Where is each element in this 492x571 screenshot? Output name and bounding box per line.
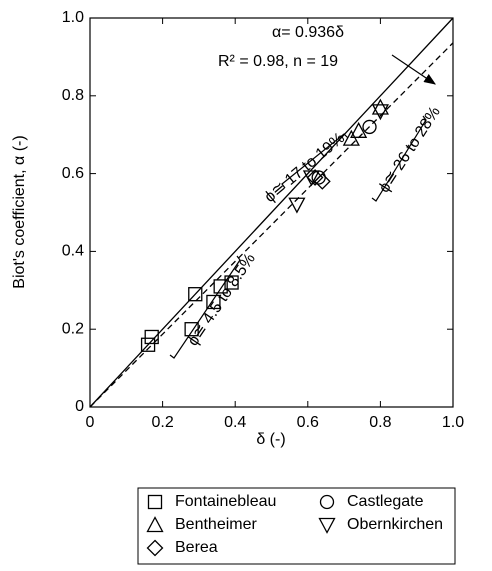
x-tick-label: 0.4 bbox=[224, 414, 246, 431]
x-tick-label: 0.2 bbox=[151, 414, 173, 431]
x-tick-label: 1.0 bbox=[442, 414, 464, 431]
x-tick-label: 0 bbox=[86, 414, 95, 431]
legend-marker bbox=[319, 494, 335, 510]
annotation: ϕ≅ 17 to 19% bbox=[261, 129, 348, 206]
point bbox=[288, 197, 306, 214]
y-tick-label: 1.0 bbox=[62, 9, 84, 26]
legend-label: Obernkirchen bbox=[347, 516, 443, 533]
bracket bbox=[169, 255, 241, 359]
x-axis-label: δ (-) bbox=[256, 431, 285, 448]
x-tick-label: 0.6 bbox=[297, 414, 319, 431]
point bbox=[213, 279, 228, 294]
y-tick-label: 0.6 bbox=[62, 165, 84, 182]
y-axis-label: Biot's coefficient, α (-) bbox=[11, 135, 28, 288]
bracket bbox=[371, 115, 427, 202]
annotation: α= 0.936δ bbox=[272, 24, 344, 41]
legend-marker bbox=[146, 516, 164, 533]
point bbox=[342, 129, 360, 146]
legend-marker bbox=[147, 494, 163, 510]
point bbox=[206, 294, 221, 310]
y-tick-label: 0 bbox=[75, 398, 84, 415]
point bbox=[184, 322, 199, 337]
point bbox=[313, 172, 331, 190]
bracket bbox=[281, 133, 349, 189]
annotation-arrow bbox=[391, 54, 436, 85]
identity-line bbox=[89, 17, 454, 408]
legend-marker bbox=[318, 517, 336, 534]
point bbox=[350, 121, 368, 138]
legend-label: Bentheimer bbox=[175, 516, 257, 533]
point bbox=[371, 98, 389, 115]
y-tick-label: 0.4 bbox=[62, 243, 84, 260]
fit-line bbox=[89, 42, 454, 408]
legend-marker bbox=[146, 539, 164, 557]
point bbox=[371, 104, 389, 121]
point bbox=[140, 337, 156, 352]
legend-label: Fontainebleau bbox=[175, 493, 276, 510]
point bbox=[144, 329, 159, 345]
point bbox=[362, 119, 377, 135]
y-tick-label: 0.2 bbox=[62, 320, 84, 337]
x-tick-label: 0.8 bbox=[369, 414, 391, 431]
legend-label: Berea bbox=[175, 539, 218, 556]
legend-box bbox=[137, 487, 456, 565]
annotation: ϕ≅ 26 to 28% bbox=[376, 104, 444, 196]
y-tick-label: 0.8 bbox=[62, 87, 84, 104]
plot-frame bbox=[89, 17, 454, 408]
legend-label: Castlegate bbox=[347, 493, 424, 510]
annotation: R² = 0.98, n = 19 bbox=[218, 53, 338, 70]
point bbox=[188, 287, 203, 302]
point bbox=[306, 169, 324, 186]
point bbox=[224, 275, 239, 290]
